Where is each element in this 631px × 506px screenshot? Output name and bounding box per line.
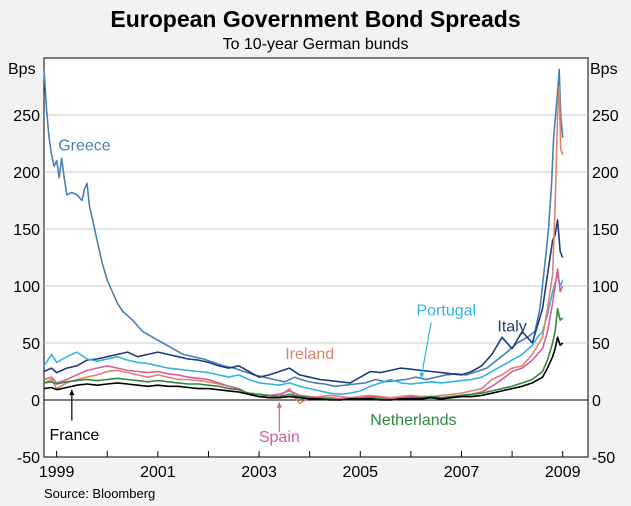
- y-tick-right-250: 250: [592, 108, 619, 125]
- y-tick-right-150: 150: [592, 222, 619, 239]
- label-italy: Italy: [497, 319, 526, 336]
- label-spain: Spain: [259, 429, 300, 446]
- x-tick-2009: 2009: [545, 464, 581, 481]
- y-axis-unit-left: Bps: [8, 61, 36, 78]
- label-ireland: Ireland: [285, 346, 334, 363]
- y-tick-left-100: 100: [13, 279, 40, 296]
- y-tick-right--50: -50: [592, 450, 615, 467]
- y-tick-left-250: 250: [13, 108, 40, 125]
- x-tick-layer: 1999 2001 2003 2005 2007 2009: [39, 451, 581, 481]
- chart-title: European Government Bond Spreads: [110, 6, 520, 32]
- label-netherlands: Netherlands: [370, 412, 456, 429]
- y-tick-right-0: 0: [592, 393, 601, 410]
- x-tick-2001: 2001: [140, 464, 176, 481]
- portugal-arrowhead: [419, 372, 425, 379]
- series-layer: [43, 68, 564, 405]
- chart-subtitle: To 10-year German bunds: [223, 36, 409, 53]
- y-tick-left--50: -50: [17, 450, 40, 467]
- portugal-pointer: [420, 322, 432, 379]
- y-tick-right-50: 50: [592, 336, 610, 353]
- label-greece: Greece: [58, 137, 111, 154]
- series-line-spain: [43, 268, 564, 400]
- label-portugal: Portugal: [417, 303, 477, 320]
- source-note: Source: Bloomberg: [44, 486, 155, 501]
- x-tick-2005: 2005: [342, 464, 378, 481]
- france-arrowhead: [69, 389, 75, 396]
- annotation-layer: Greece Portugal Italy Ireland France Spain Net…: [49, 137, 526, 446]
- series-line-ireland: [43, 85, 564, 405]
- x-tick-1999: 1999: [39, 464, 75, 481]
- y-tick-layer: -50 -50 0 0 50 50 100 100 150 150 200 200 250 250: [13, 108, 619, 467]
- grid-layer: [44, 114, 588, 401]
- y-tick-left-0: 0: [31, 393, 40, 410]
- series-line-portugal: [43, 273, 564, 396]
- y-tick-right-200: 200: [592, 165, 619, 182]
- x-tick-2007: 2007: [444, 464, 480, 481]
- series-line-france: [43, 336, 564, 401]
- y-tick-right-100: 100: [592, 279, 619, 296]
- y-axis-unit-right: Bps: [590, 61, 618, 78]
- series-line-italy: [43, 219, 564, 384]
- y-tick-left-150: 150: [13, 222, 40, 239]
- spain-arrowhead: [276, 402, 282, 408]
- y-tick-left-200: 200: [13, 165, 40, 182]
- label-france: France: [49, 427, 99, 444]
- y-tick-left-50: 50: [22, 336, 40, 353]
- x-tick-2003: 2003: [241, 464, 277, 481]
